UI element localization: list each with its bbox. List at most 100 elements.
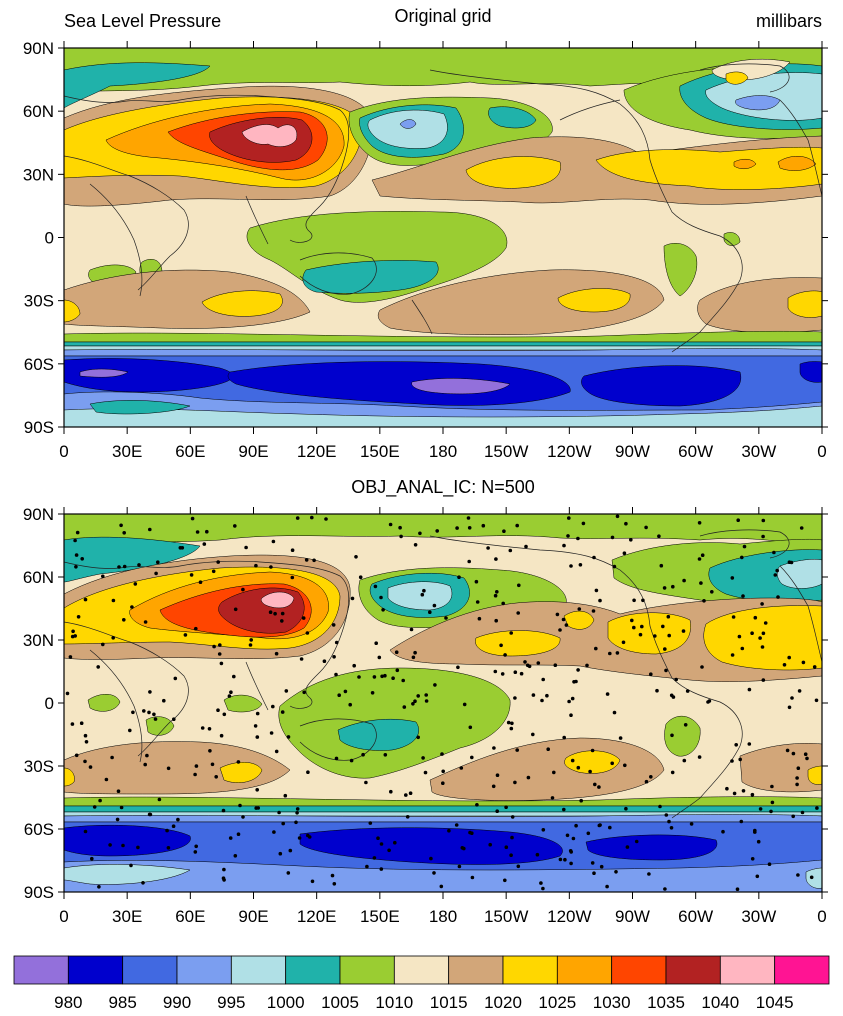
observation-point: [576, 765, 581, 770]
observation-point: [721, 829, 725, 834]
observation-point: [238, 803, 242, 808]
observation-point: [731, 615, 736, 619]
bottom-lon-label: 90W: [615, 907, 650, 926]
observation-point: [84, 740, 89, 744]
observation-point: [504, 845, 509, 849]
observation-point: [229, 690, 233, 694]
observation-point: [770, 784, 774, 789]
observation-point: [357, 675, 361, 679]
top-lon-label: 30E: [112, 442, 142, 461]
observation-point: [332, 655, 336, 659]
observation-point: [241, 587, 245, 592]
observation-point: [365, 864, 369, 869]
observation-point: [598, 823, 602, 827]
bottom-lat-label: 60S: [24, 820, 54, 839]
observation-point: [803, 752, 808, 756]
observation-point: [541, 828, 546, 832]
observation-point: [278, 851, 283, 856]
observation-point: [599, 864, 604, 869]
observation-point: [640, 624, 644, 629]
top-lon-label: 120W: [547, 442, 591, 461]
colorbar-label: 995: [217, 993, 245, 1012]
observation-point: [108, 843, 112, 847]
top-region-natl-1025: [595, 146, 822, 190]
observation-point: [299, 657, 304, 661]
observation-point: [143, 762, 147, 767]
observation-point: [148, 690, 152, 694]
observation-point: [741, 594, 745, 598]
observation-point: [495, 590, 499, 594]
observation-point: [625, 845, 630, 849]
bottom-lat-label: 30S: [24, 757, 54, 776]
observation-point: [610, 761, 614, 766]
observation-point: [594, 646, 598, 651]
top-region-so-1005: [64, 341, 822, 347]
observation-point: [605, 884, 609, 889]
observation-point: [669, 826, 674, 830]
observation-point: [420, 592, 425, 597]
observation-point: [255, 788, 259, 792]
colorbar-swatch: [665, 955, 721, 985]
observation-point: [753, 615, 758, 620]
observation-point: [737, 634, 742, 639]
observation-point: [624, 806, 628, 811]
colorbar-swatch: [393, 955, 450, 985]
observation-point: [700, 553, 705, 557]
observation-point: [541, 677, 545, 682]
observation-point: [137, 563, 141, 567]
observation-point: [761, 518, 766, 523]
observation-point: [413, 650, 417, 655]
observation-point: [516, 864, 521, 869]
observation-point: [586, 831, 591, 836]
observation-point: [119, 805, 124, 810]
observation-point: [273, 611, 277, 616]
bottom-region-so-1005: [64, 805, 822, 813]
observation-point: [101, 642, 105, 647]
observation-point: [280, 710, 285, 714]
top-lat-label: 0: [45, 229, 54, 248]
observation-point: [513, 670, 518, 674]
observation-point: [486, 546, 490, 550]
observation-point: [510, 835, 514, 840]
observation-point: [401, 678, 406, 683]
top-lon-label: 60E: [175, 442, 205, 461]
observation-point: [402, 705, 407, 709]
bottom-ticks: 90N 60N 30N 0 30S 60S 90S 0 30E 60E 90E 120E 150E 180…: [23, 505, 828, 926]
observation-point: [70, 722, 75, 726]
observation-point: [682, 578, 686, 583]
observation-point: [195, 530, 200, 534]
observation-point: [83, 597, 88, 602]
observation-point: [814, 698, 819, 703]
observation-point: [115, 817, 120, 822]
bottom-region-so-1000: [64, 811, 822, 817]
observation-point: [372, 856, 377, 860]
bottom-region-africa-1010: [87, 694, 121, 712]
observation-point: [306, 770, 310, 774]
observation-point: [552, 770, 556, 775]
observation-point: [585, 663, 589, 668]
observation-point: [790, 696, 794, 700]
observation-point: [439, 884, 444, 889]
observation-point: [758, 807, 763, 811]
observation-point: [634, 839, 639, 844]
observation-point: [579, 798, 583, 803]
observation-point: [776, 595, 780, 599]
observation-point: [641, 598, 645, 603]
observation-point: [130, 605, 134, 609]
colorbar-label: 1035: [647, 993, 685, 1012]
observation-point: [608, 825, 612, 830]
bottom-region-1005-west: [64, 536, 201, 583]
observation-point: [68, 655, 73, 659]
observation-point: [228, 836, 233, 840]
observation-point: [750, 857, 755, 861]
observation-point: [157, 797, 162, 802]
top-lat-label: 90S: [24, 418, 54, 437]
bottom-region-so-1010: [64, 796, 822, 807]
observation-point: [697, 755, 702, 759]
observation-point: [738, 757, 742, 762]
observation-point: [503, 653, 507, 657]
observation-point: [570, 696, 575, 701]
observation-point: [222, 867, 226, 872]
observation-point: [632, 625, 636, 630]
observation-point: [233, 524, 237, 528]
